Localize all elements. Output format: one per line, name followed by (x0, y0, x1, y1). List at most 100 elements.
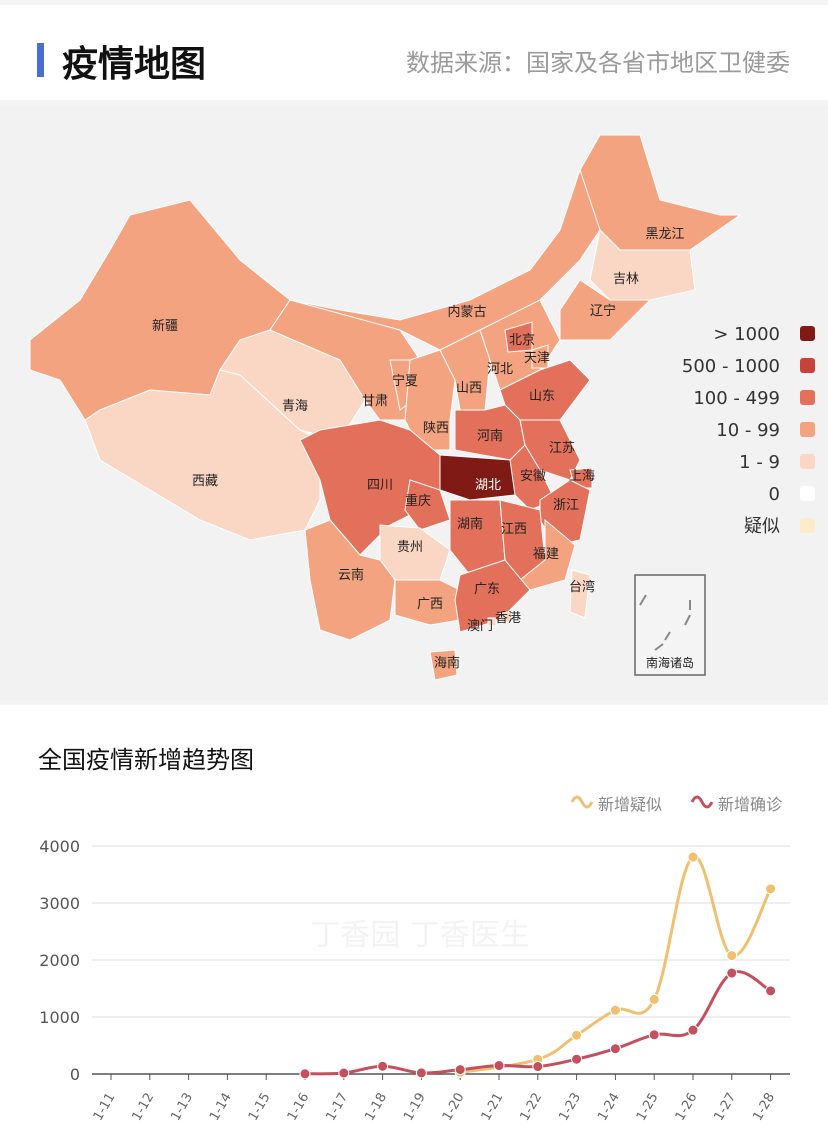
legend-label: 500 - 1000 (682, 356, 780, 377)
inset-label: 南海诸岛 (646, 655, 694, 670)
legend-label: 100 - 499 (693, 388, 780, 409)
x-tick-label: 1-22 (518, 1091, 546, 1124)
legend-label: 0 (769, 484, 780, 505)
province-label: 上海 (569, 469, 595, 484)
province-label: 山东 (529, 389, 555, 404)
province-30 (429, 649, 458, 681)
data-point (415, 1067, 427, 1079)
province-label: 安徽 (520, 469, 546, 484)
legend-label: 疑似 (744, 516, 780, 537)
province-label: 辽宁 (590, 303, 616, 319)
legend-swatch (800, 390, 815, 405)
legend-label: 10 - 99 (716, 420, 780, 441)
chart-title: 全国疫情新增趋势图 (38, 746, 254, 774)
data-point (571, 1053, 583, 1065)
trend-chart-panel: 全国疫情新增趋势图 0 1000 2000 3000 4000 丁香园 丁香医生 1-11 1… (0, 705, 828, 1146)
watermark: 丁香园 丁香医生 (310, 918, 530, 953)
x-tick-label: 1-24 (595, 1091, 623, 1124)
data-point (454, 1064, 466, 1076)
south-china-sea-inset (634, 574, 706, 676)
data-point (493, 1060, 505, 1072)
province-label: 云南 (338, 567, 364, 583)
y-tick-label: 1000 (39, 1008, 80, 1027)
province-label: 台湾 (569, 579, 595, 595)
province-label: 新疆 (152, 318, 178, 334)
x-tick-label: 1-13 (168, 1091, 196, 1124)
province-label: 山西 (456, 381, 482, 396)
legend-swatch (800, 518, 815, 533)
province-label: 澳门 (467, 618, 493, 634)
legend-swatch (800, 422, 815, 437)
province-label: 内蒙古 (447, 304, 486, 320)
province-33 (487, 617, 497, 627)
province-label: 福建 (533, 547, 559, 562)
island-marks (639, 594, 691, 651)
province-label: 江苏 (549, 440, 575, 456)
province-label: 湖南 (457, 516, 483, 532)
data-point (726, 950, 738, 962)
province-label: 广西 (417, 597, 443, 612)
x-tick-label: 1-20 (440, 1091, 468, 1124)
legend-line-icon (690, 795, 714, 809)
x-tick-label: 1-18 (362, 1091, 390, 1124)
x-tick-label: 1-14 (207, 1091, 235, 1124)
x-tick-label: 1-27 (712, 1091, 740, 1124)
page-title: 疫情地图 (62, 44, 207, 85)
y-tick-label: 2000 (39, 951, 80, 970)
legend-label: 新增确诊 (718, 795, 782, 814)
province-32 (499, 611, 513, 623)
epidemic-map: 新疆 西藏 青海 甘肃 内蒙古 黑龙江 吉林 辽宁 宁夏 陕西 山西 河北 北京 天津 山东 河南 江苏 安徽 上海… (0, 105, 828, 700)
trend-chart: 0 1000 2000 3000 4000 丁香园 丁香医生 1-11 1-12 1-13 1-1… (39, 795, 790, 1124)
legend-swatch (800, 358, 815, 373)
province-label: 宁夏 (392, 373, 418, 389)
x-tick-label: 1-15 (246, 1091, 274, 1124)
province-label: 甘肃 (362, 394, 388, 409)
province-label: 广东 (474, 582, 500, 597)
x-tick-label: 1-21 (479, 1091, 507, 1124)
legend-label: > 1000 (713, 324, 780, 345)
y-tick-label: 3000 (39, 894, 80, 913)
data-point (726, 967, 738, 979)
x-tick-label: 1-23 (556, 1091, 584, 1124)
province-label: 重庆 (405, 493, 431, 509)
legend-swatch (800, 486, 815, 501)
data-point (765, 883, 777, 895)
data-point (648, 993, 660, 1005)
province-6 (589, 228, 696, 301)
province-31 (569, 569, 591, 619)
data-point (377, 1060, 389, 1072)
data-point (609, 1043, 621, 1055)
x-tick-label: 1-17 (324, 1091, 352, 1124)
province-label: 河北 (487, 362, 513, 377)
data-point (648, 1029, 660, 1041)
x-tick-label: 1-11 (91, 1091, 119, 1124)
province-label: 天津 (524, 351, 550, 366)
province-label: 吉林 (613, 272, 639, 287)
province-label: 青海 (282, 399, 308, 414)
data-point (571, 1029, 583, 1041)
data-point (609, 1004, 621, 1016)
legend-line-icon (570, 795, 594, 809)
province-27 (304, 519, 396, 641)
data-point (338, 1067, 350, 1079)
province-label: 黑龙江 (645, 227, 684, 242)
province-22 (404, 479, 451, 531)
province-label: 四川 (367, 478, 393, 493)
series-line-0 (459, 855, 772, 1074)
x-tick-label: 1-16 (285, 1091, 313, 1124)
province-label: 北京 (509, 333, 535, 348)
x-tick-label: 1-12 (130, 1091, 158, 1124)
legend-swatch (800, 454, 815, 469)
x-tick-label: 1-19 (401, 1091, 429, 1124)
accent-bar (37, 43, 44, 77)
data-point (299, 1068, 311, 1080)
header: 疫情地图 数据来源：国家及各省市地区卫健委 (0, 5, 828, 100)
y-tick-label: 4000 (39, 837, 80, 856)
province-label: 河南 (477, 428, 503, 444)
legend-swatch (800, 326, 815, 341)
data-source: 数据来源：国家及各省市地区卫健委 (406, 49, 790, 77)
legend-label: 1 - 9 (739, 452, 780, 473)
data-point (687, 851, 699, 863)
data-point (687, 1024, 699, 1036)
